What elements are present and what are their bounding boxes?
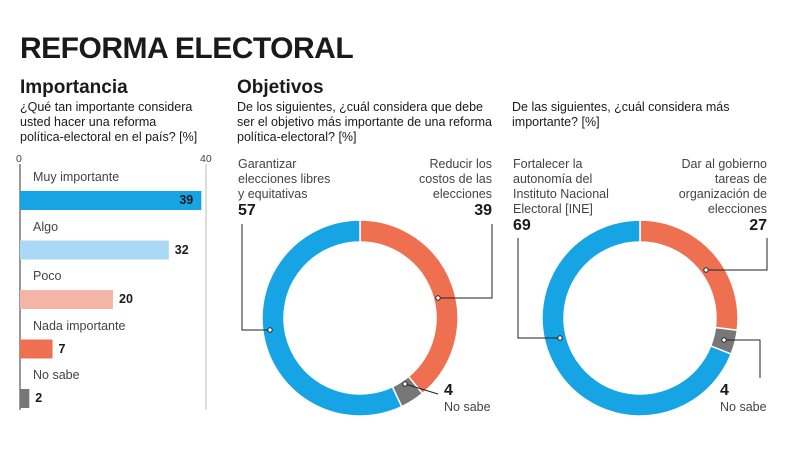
slice-label-line: organización de — [678, 187, 767, 201]
leader-line — [517, 238, 560, 339]
slice-label-line: Instituto Nacional — [513, 187, 609, 201]
slice-label: No sabe — [444, 400, 491, 415]
bar — [20, 290, 113, 309]
x-tick-max: 40 — [200, 153, 212, 165]
bar-value-label: 2 — [35, 391, 43, 405]
page-title: REFORMA ELECTORAL — [20, 32, 354, 65]
bar-value-label: 39 — [179, 193, 194, 207]
donut-slice-label: 4 No sabe — [444, 382, 491, 415]
leader-line — [241, 224, 270, 331]
question-line: usted hacer una reforma — [20, 115, 157, 129]
question-line: política-electoral? [%] — [237, 130, 357, 144]
leader-dot — [435, 295, 441, 301]
importancia-question: ¿Qué tan importante considera usted hace… — [20, 100, 197, 145]
leader-dot — [721, 337, 727, 343]
slice-label-line: costos de las — [419, 172, 492, 186]
x-tick-min: 0 — [16, 153, 22, 165]
bar-category-label: Muy importante — [33, 170, 120, 184]
question-line: ¿Qué tan importante considera — [20, 100, 193, 114]
leader-dot — [267, 327, 273, 333]
question-line: importante? [%] — [512, 115, 600, 129]
donut-slice — [541, 219, 733, 417]
slice-label: No sabe — [720, 400, 767, 415]
bar — [20, 191, 202, 210]
bar-category-label: Algo — [33, 219, 59, 234]
slice-label-line: Dar al gobierno — [681, 157, 767, 171]
slice-label-line: y equitativas — [238, 187, 308, 201]
question-line: política-electoral en el país? [%] — [20, 130, 198, 144]
question-line: ser el objetivo más importante de una re… — [237, 115, 492, 129]
question-line: De los siguientes, ¿cuál considera que d… — [237, 100, 483, 114]
objetivos-question-2: De las siguientes, ¿cuál considera más i… — [512, 100, 729, 130]
slice-value: 69 — [513, 217, 531, 234]
bar-value-label: 32 — [174, 242, 189, 257]
leader-line — [706, 238, 768, 271]
slice-label-line: Garantizar — [238, 157, 297, 171]
bar-category-label: No sabe — [33, 368, 80, 382]
bar-category-label: Nada importante — [33, 318, 126, 333]
donut-slice — [639, 219, 739, 332]
bar — [20, 240, 169, 260]
slice-value: 4 — [720, 382, 729, 399]
slice-value: 27 — [749, 217, 767, 234]
donut-slice-label: Reducir los costos de las elecciones 39 — [419, 157, 492, 220]
slice-label-line: elecciones — [432, 187, 492, 201]
donut-slice-label: Garantizar elecciones libres y equitativas… — [238, 157, 330, 220]
objetivos-heading: Objetivos — [237, 77, 324, 98]
slice-label: Dar al gobierno tareas de organización de e… — [679, 157, 767, 217]
leader-line — [404, 383, 439, 395]
slice-label-line: Electoral [INE] — [513, 202, 593, 216]
bar — [20, 339, 53, 359]
leader-line — [438, 224, 493, 299]
slice-label-line: No sabe — [444, 400, 491, 414]
leader-dot — [402, 381, 408, 387]
bar-value-label: 7 — [58, 341, 66, 356]
importancia-heading: Importancia — [20, 77, 128, 98]
slice-label: Garantizar elecciones libres y equitativas — [238, 157, 330, 202]
slice-label-line: autonomía del — [513, 172, 593, 186]
slice-label-line: No sabe — [720, 400, 767, 414]
slice-value: 39 — [474, 202, 492, 219]
leader-line — [724, 339, 761, 378]
slice-label-line: Fortalecer la — [513, 157, 583, 171]
donut-slice — [359, 219, 459, 395]
slice-label-line: elecciones — [707, 202, 767, 216]
objetivos-question-1: De los siguientes, ¿cuál considera que d… — [237, 100, 492, 145]
bar-category-label: Poco — [33, 269, 62, 283]
bar-value-label: 20 — [119, 292, 133, 306]
slice-value: 57 — [238, 202, 256, 219]
leader-dot — [703, 267, 709, 273]
bar — [20, 389, 30, 408]
donut-slice-label: Dar al gobierno tareas de organización de e… — [679, 157, 767, 235]
slice-label: Fortalecer la autonomía del Instituto Naci… — [513, 157, 609, 217]
leader-dot — [557, 335, 563, 341]
slice-label: Reducir los costos de las elecciones — [419, 157, 492, 202]
slice-label-line: Reducir los — [429, 157, 492, 171]
donut-slice-label: 4 No sabe — [720, 382, 767, 415]
question-line: De las siguientes, ¿cuál considera más — [512, 100, 730, 114]
slice-label-line: tareas de — [714, 172, 767, 186]
slice-value: 4 — [444, 382, 453, 399]
slice-label-line: elecciones libres — [238, 172, 331, 186]
donut-slice — [261, 219, 403, 417]
donut-slice-label: Fortalecer la autonomía del Instituto Naci… — [513, 157, 609, 235]
